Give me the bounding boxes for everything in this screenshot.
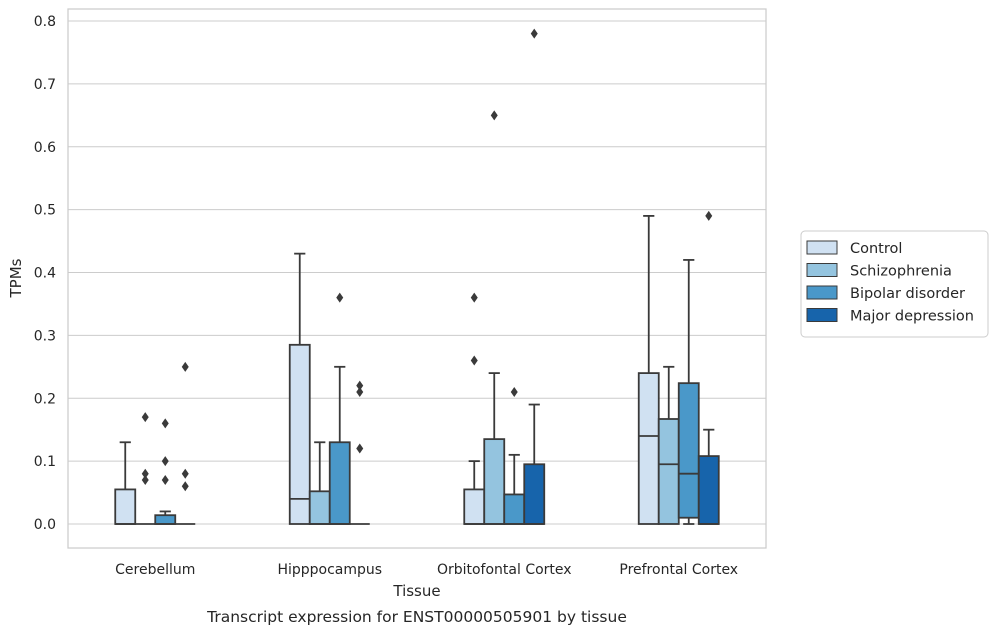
- legend-label: Major depression: [850, 309, 974, 325]
- box: [114, 488, 137, 525]
- x-tick-label: Hipppocampus: [277, 562, 382, 578]
- box-2-2: [503, 386, 526, 525]
- box: [288, 343, 311, 525]
- y-tick-label: 0.5: [34, 203, 56, 219]
- y-tick-label: 0.8: [34, 14, 56, 30]
- legend-label: Control: [850, 241, 902, 257]
- y-tick-label: 0.3: [34, 328, 56, 344]
- outlier-point: [356, 380, 364, 391]
- box-0-2: [154, 418, 177, 525]
- outlier-point: [490, 110, 498, 121]
- x-axis: Cerebellum Hipppocampus Orbitofontal Corte…: [115, 562, 738, 578]
- outlier-point: [141, 412, 149, 423]
- box: [463, 488, 486, 525]
- outlier-point: [161, 456, 169, 467]
- legend-swatch: [806, 285, 838, 300]
- box-2-1: [483, 110, 506, 525]
- outlier-point: [161, 474, 169, 485]
- outlier-point: [181, 468, 189, 479]
- box-2-0: [463, 292, 486, 525]
- box-3-3: [697, 210, 720, 525]
- box-0-0: [114, 441, 137, 525]
- outlier-point: [336, 292, 344, 303]
- legend-swatch: [806, 240, 838, 255]
- outlier-point: [470, 355, 478, 366]
- outlier-point: [141, 468, 149, 479]
- x-axis-label: Tissue: [392, 582, 440, 600]
- y-tick-label: 0.4: [34, 266, 56, 282]
- legend-label: Schizophrenia: [850, 264, 952, 280]
- box: [483, 438, 506, 525]
- outlier-point: [356, 443, 364, 454]
- legend-swatch: [806, 263, 838, 277]
- x-tick-label: Orbitofontal Cortex: [437, 562, 572, 578]
- box-3-0: [637, 215, 660, 525]
- outlier-point: [470, 292, 478, 303]
- y-axis: 0.0 0.1 0.2 0.3 0.4 0.5 0.6 0.7 0.8: [34, 14, 56, 533]
- box: [523, 463, 546, 525]
- box-1-3: [349, 380, 370, 525]
- box-1-1: [308, 441, 331, 525]
- x-tick-label: Prefrontal Cortex: [619, 562, 738, 578]
- outlier-point: [141, 474, 149, 485]
- outlier-point: [705, 210, 713, 221]
- chart-caption: Transcript expression for ENST0000050590…: [206, 608, 627, 626]
- outlier-point: [161, 418, 169, 429]
- plot-area: [114, 28, 720, 525]
- box: [657, 418, 680, 525]
- box-1-0: [288, 252, 311, 525]
- y-tick-label: 0.0: [34, 517, 56, 533]
- grid-lines: [68, 20, 766, 525]
- y-tick-label: 0.7: [34, 77, 56, 93]
- outlier-point: [181, 361, 189, 372]
- box-0-3: [175, 361, 196, 525]
- outlier-point: [181, 481, 189, 492]
- outlier-point: [356, 386, 364, 397]
- box: [154, 514, 177, 525]
- legend: Control Schizophrenia Bipolar disorder Majo…: [800, 230, 989, 338]
- y-tick-label: 0.6: [34, 140, 56, 156]
- legend-frame: [800, 230, 989, 338]
- y-axis-label: TPMs: [7, 258, 25, 298]
- outlier-point: [530, 28, 538, 39]
- box: [328, 441, 351, 525]
- box-2-3: [523, 28, 546, 525]
- box: [677, 382, 700, 519]
- box: [308, 490, 331, 525]
- y-tick-label: 0.1: [34, 454, 56, 470]
- plot-frame: [67, 8, 767, 549]
- outlier-point: [510, 386, 518, 397]
- box-1-2: [328, 292, 351, 525]
- x-tick-label: Cerebellum: [115, 562, 195, 578]
- box: [503, 493, 526, 525]
- legend-swatch: [806, 308, 838, 322]
- box: [697, 455, 720, 525]
- box-0-1: [135, 412, 156, 525]
- legend-label: Bipolar disorder: [850, 286, 965, 302]
- box-3-2: [677, 259, 700, 525]
- box: [637, 372, 660, 525]
- y-tick-label: 0.2: [34, 391, 56, 407]
- box-3-1: [657, 365, 680, 525]
